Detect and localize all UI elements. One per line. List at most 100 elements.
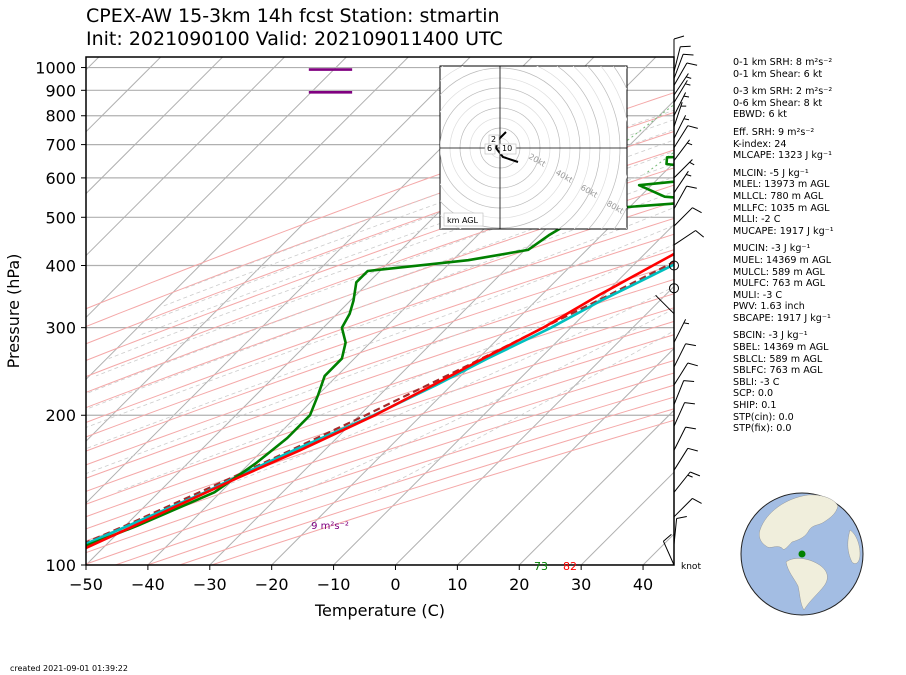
chart-title-line1: CPEX-AW 15-3km 14h fcst Station: stmarti…: [86, 5, 500, 27]
x-tick-label: −50: [69, 575, 103, 594]
dry-adiabat: [86, 233, 674, 438]
isotherm-line: [457, 347, 674, 565]
x-tick-label: −10: [317, 575, 351, 594]
wind-barb: [673, 362, 698, 386]
wind-barb: [673, 343, 696, 368]
hodograph-height-label: 10: [499, 143, 517, 155]
index-line: MLCAPE: 1323 J kg⁻¹: [733, 150, 832, 162]
y-tick-label: 500: [45, 208, 76, 227]
index-line: 0-6 km Shear: 8 kt: [733, 97, 823, 109]
wind-barb: [673, 45, 691, 73]
mixing-ratio-line: [842, 57, 906, 174]
moist-adiabat: [86, 176, 674, 395]
index-line: PWV: 1.63 inch: [733, 301, 805, 313]
dry-adiabat: [86, 264, 674, 466]
index-line: SBLFC: 763 m AGL: [733, 365, 823, 377]
dry-adiabat: [86, 293, 674, 492]
dry-adiabat: [86, 217, 674, 423]
index-line: EBWD: 6 kt: [733, 109, 787, 121]
index-line: Eff. SRH: 9 m²s⁻²: [733, 126, 815, 138]
dry-adiabat: [86, 278, 674, 479]
wind-barb: [673, 402, 695, 427]
wind-barb: [673, 516, 687, 545]
y-tick-label: 200: [45, 406, 76, 425]
x-tick-label: 30: [571, 575, 591, 594]
y-tick-label: 1000: [35, 59, 76, 78]
isotherm-line: [86, 57, 347, 319]
axes: −50 −40 −30 −20 −10 0 10 20 30 40 1000 900 800 700 600…: [4, 59, 653, 620]
moist-adiabat: [108, 150, 674, 359]
index-line: SBLI: -3 C: [733, 376, 780, 388]
index-line: SBCIN: -3 J kg⁻¹: [733, 330, 808, 342]
index-line: 0-1 km Shear: 6 kt: [733, 68, 823, 80]
plot-frame: [85, 56, 675, 566]
index-line: MULCL: 589 m AGL: [733, 266, 825, 278]
mixing-ratio-line: [890, 57, 906, 174]
isotherm-line: [86, 57, 409, 381]
index-line: MULI: -3 C: [733, 289, 783, 301]
hodograph-legend: km AGL: [443, 212, 484, 227]
srh-bar-label: 9 m²s⁻²: [311, 521, 349, 532]
index-line: 0-3 km SRH: 2 m²s⁻²: [733, 86, 833, 98]
isotherm-line: [395, 285, 674, 565]
svg-text:10: 10: [502, 144, 512, 153]
index-line: SCP: 0.0: [733, 388, 774, 400]
wind-barb: [673, 447, 698, 471]
svg-text:2: 2: [491, 135, 496, 144]
isotherm-line: [86, 57, 223, 195]
index-line: MLLI: -2 C: [733, 214, 781, 226]
wind-barb: [673, 185, 697, 210]
wind-barb: [662, 534, 675, 566]
index-line: MULFC: 763 m AGL: [733, 278, 826, 290]
moist-adiabat: [95, 163, 674, 377]
dry-adiabat: [86, 184, 674, 393]
x-tick-label: 0: [390, 575, 400, 594]
isotherm-line: [333, 223, 674, 565]
isotherm-line: [86, 57, 285, 257]
wind-barb: [673, 73, 692, 96]
index-line: STP(cin): 0.0: [733, 411, 794, 423]
index-line: SBCAPE: 1917 J kg⁻¹: [733, 312, 831, 324]
calm-wind-circle: [669, 260, 679, 271]
globe-locator-map: [740, 492, 864, 616]
isotherm-line: [518, 409, 674, 565]
index-line: MLLCL: 780 m AGL: [733, 190, 824, 202]
sounding-indices-panel: 0-1 km SRH: 8 m²s⁻² 0-1 km Shear: 6 kt 0-3…: [733, 57, 834, 435]
mixing-ratio-line: [869, 57, 906, 174]
wind-barb: [673, 92, 690, 116]
calm-wind-circle: [669, 283, 679, 294]
dry-adiabat: [86, 347, 674, 542]
wind-barb: [673, 497, 702, 518]
isotherm-line: [86, 57, 162, 133]
moist-adiabat: [86, 224, 674, 450]
wind-barb: [673, 380, 695, 405]
index-line: MLCIN: -5 J kg⁻¹: [733, 167, 809, 179]
x-tick-label: 10: [447, 575, 467, 594]
wind-barb: [673, 471, 701, 493]
dry-adiabat: [86, 320, 674, 518]
wind-barbs: [655, 35, 705, 566]
y-tick-label: 800: [45, 107, 76, 126]
africa-land: [847, 529, 861, 564]
index-line: SHIP: 0.1: [733, 400, 777, 412]
moist-adiabat: [374, 330, 674, 493]
isotherm-line: [580, 471, 674, 565]
surface-annotations: 73 82 knot 9 m²s⁻²: [311, 521, 701, 573]
wind-barb: [673, 80, 691, 103]
index-line: SBLCL: 589 m AGL: [733, 353, 823, 365]
wind-barb: [673, 207, 702, 227]
wind-barb: [673, 159, 695, 179]
created-timestamp: created 2021-09-01 01:39:22: [10, 664, 128, 673]
moist-adiabat: [299, 308, 674, 493]
x-axis-label: Temperature (C): [314, 601, 445, 620]
surface-dewpoint-label: 73: [534, 560, 548, 573]
wind-barb: [655, 294, 675, 315]
index-line: MUCAPE: 1917 J kg⁻¹: [733, 225, 834, 237]
y-tick-label: 100: [45, 556, 76, 575]
temperature-profile: [86, 252, 674, 550]
wind-unit-label: knot: [681, 562, 701, 572]
hodograph-height-label: 6: [484, 143, 496, 155]
x-tick-label: −40: [131, 575, 165, 594]
index-line: K-index: 24: [733, 138, 787, 150]
